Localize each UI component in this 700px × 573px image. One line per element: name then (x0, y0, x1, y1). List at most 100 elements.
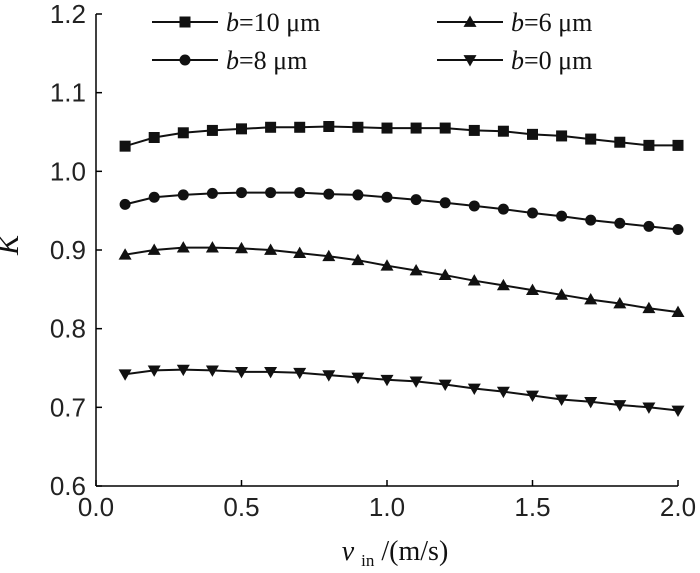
y-tick-label: 0.6 (50, 471, 86, 501)
legend-var: b (226, 46, 239, 75)
legend-rest: =8 μm (239, 46, 307, 75)
series-2 (118, 241, 685, 318)
x-tick-label: 1.5 (514, 492, 550, 522)
data-point (206, 187, 218, 199)
data-point (527, 128, 538, 140)
data-point (322, 249, 336, 262)
y-tick-label: 1.2 (50, 0, 86, 29)
data-point (409, 376, 423, 388)
legend-marker (179, 54, 191, 66)
data-point (643, 139, 655, 151)
data-point (351, 253, 365, 266)
data-point (293, 367, 307, 380)
data-point (323, 120, 335, 132)
data-point (672, 224, 684, 236)
series-line (124, 368, 679, 412)
data-point (438, 379, 452, 392)
y-tick-label: 0.7 (50, 392, 86, 422)
data-point (380, 259, 394, 271)
data-point (118, 369, 132, 381)
data-point (468, 200, 480, 212)
legend-label: b=0 μm (511, 46, 592, 75)
data-point (585, 133, 597, 145)
data-point (205, 241, 219, 253)
legend-label: b=10 μm (226, 8, 320, 37)
data-point (467, 383, 481, 395)
y-tick-label: 1.1 (50, 78, 86, 108)
data-point (352, 189, 364, 201)
legend-label: b=8 μm (226, 46, 307, 75)
legend-var: b (511, 46, 524, 75)
x-tick-label: 0.0 (78, 492, 114, 522)
data-point (293, 246, 307, 259)
x-axis-label-unit: /(m/s) (381, 536, 448, 567)
data-point (584, 293, 598, 305)
series-3 (118, 364, 685, 417)
data-point (119, 198, 131, 210)
data-point (236, 187, 247, 199)
legend: b=10 μm b=6 μmb=8 μm b=0 μm (152, 8, 592, 75)
data-point (381, 191, 393, 203)
x-axis-label: v in /(m/s) (342, 536, 449, 573)
legend-marker (463, 55, 477, 67)
data-point (352, 121, 364, 133)
legend-item: b=10 μm (152, 8, 320, 37)
data-point (439, 122, 451, 134)
legend-var: b (511, 8, 524, 37)
data-point (235, 241, 248, 254)
data-point (147, 243, 161, 255)
data-point (118, 248, 132, 260)
data-point (613, 296, 627, 309)
data-point (496, 386, 510, 399)
data-point (235, 367, 248, 379)
data-point (264, 243, 278, 255)
axes: 0.6 0.7 0.8 0.9 1.0 1.1 1.2 0.0 0.5 1.0 1.5 2.0 (50, 0, 696, 522)
data-point (555, 288, 569, 300)
legend-marker (179, 16, 191, 28)
data-point (497, 125, 509, 137)
data-point (613, 400, 627, 412)
data-point (294, 187, 306, 199)
data-point (671, 405, 685, 417)
y-tick-label: 0.8 (50, 314, 86, 344)
data-point (671, 305, 685, 318)
data-point (205, 365, 219, 377)
y-tick-label: 1.0 (50, 156, 86, 186)
data-point (496, 278, 510, 291)
x-tick-label: 1.0 (369, 492, 405, 522)
x-tick-label: 2.0 (660, 492, 696, 522)
legend-var: b (226, 8, 239, 37)
data-point (526, 283, 539, 295)
data-point (206, 124, 218, 136)
series-0 (119, 120, 684, 152)
series-line (124, 191, 679, 231)
y-axis-label: K (0, 233, 25, 256)
data-point (410, 122, 422, 134)
data-point (439, 197, 451, 209)
data-point (438, 268, 452, 281)
data-point (176, 241, 190, 253)
y-tick-label: 0.9 (50, 235, 86, 265)
data-point (351, 372, 365, 384)
data-point (147, 365, 161, 377)
data-point (585, 214, 597, 226)
data-point (322, 370, 336, 382)
data-point (176, 364, 190, 377)
x-tick-label: 0.5 (223, 492, 259, 522)
data-point (614, 136, 626, 148)
data-point (467, 274, 481, 286)
series-line (124, 246, 679, 314)
data-point (265, 121, 277, 133)
data-point (410, 194, 422, 206)
data-point (119, 140, 131, 152)
data-point (468, 124, 480, 136)
data-point (380, 374, 394, 387)
data-point (409, 263, 423, 276)
series-1 (119, 187, 684, 236)
legend-item: b=8 μm (152, 46, 307, 75)
data-point (672, 139, 684, 151)
data-point (642, 301, 656, 314)
x-axis-label-var: v (342, 536, 355, 567)
data-point (381, 122, 393, 134)
